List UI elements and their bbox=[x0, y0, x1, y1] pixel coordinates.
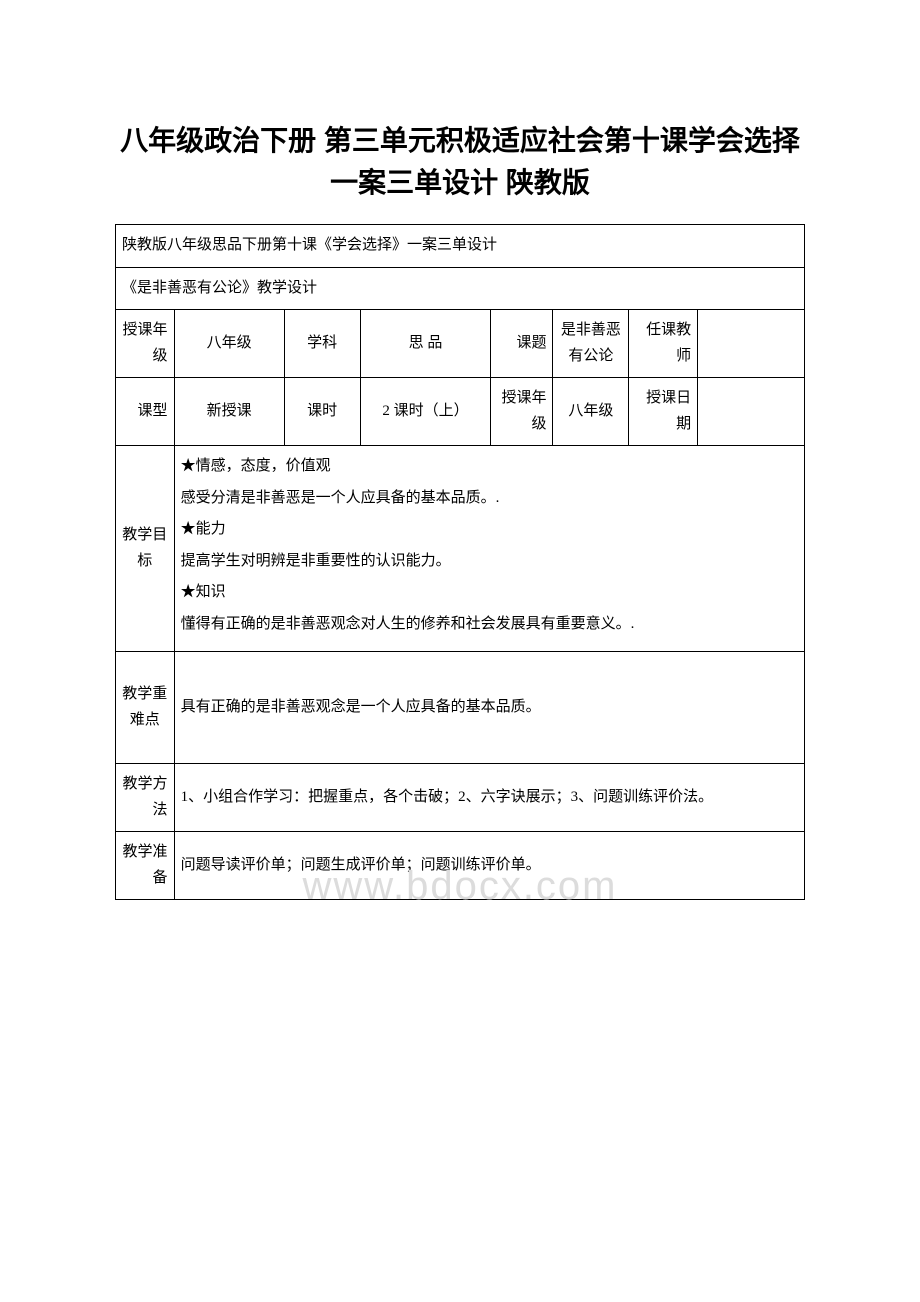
value-topic: 是非善恶有公论 bbox=[553, 310, 629, 378]
goals-content: ★情感，态度，价值观 感受分清是非善恶是一个人应具备的基本品质。. ★能力 提高… bbox=[174, 446, 804, 652]
label-date: 授课日期 bbox=[629, 378, 698, 446]
label-prep: 教学准备 bbox=[116, 832, 175, 900]
goals-p4: 提高学生对明辨是非重要性的认识能力。 bbox=[181, 549, 798, 575]
label-grade2: 授课年级 bbox=[491, 378, 553, 446]
info-row-1: 授课年级 八年级 学科 思 品 课题 是非善恶有公论 任课教师 bbox=[116, 310, 805, 378]
label-topic: 课题 bbox=[491, 310, 553, 378]
header-line1: 陕教版八年级思品下册第十课《学会选择》一案三单设计 bbox=[122, 237, 497, 253]
header-row-2: 《是非善恶有公论》教学设计 bbox=[116, 267, 805, 310]
table-wrapper: www.bdocx.com 陕教版八年级思品下册第十课《学会选择》一案三单设计 … bbox=[115, 224, 805, 900]
label-teacher: 任课教师 bbox=[629, 310, 698, 378]
value-grade: 八年级 bbox=[174, 310, 284, 378]
header-line2: 《是非善恶有公论》教学设计 bbox=[122, 280, 317, 296]
goals-p5: ★知识 bbox=[181, 580, 798, 606]
header-row-1: 陕教版八年级思品下册第十课《学会选择》一案三单设计 bbox=[116, 225, 805, 268]
info-row-2: 课型 新授课 课时 2 课时（上） 授课年级 八年级 授课日期 bbox=[116, 378, 805, 446]
page-title: 八年级政治下册 第三单元积极适应社会第十课学会选择一案三单设计 陕教版 bbox=[115, 120, 805, 204]
label-method: 教学方法 bbox=[116, 764, 175, 832]
value-teacher bbox=[698, 310, 805, 378]
label-grade: 授课年级 bbox=[116, 310, 175, 378]
method-row: 教学方法 1、小组合作学习：把握重点，各个击破；2、六字诀展示；3、问题训练评价… bbox=[116, 764, 805, 832]
value-period: 2 课时（上） bbox=[360, 378, 491, 446]
goals-p3: ★能力 bbox=[181, 517, 798, 543]
label-difficulty: 教学重难点 bbox=[116, 652, 175, 764]
value-date bbox=[698, 378, 805, 446]
difficulty-row: 教学重难点 具有正确的是非善恶观念是一个人应具备的基本品质。 bbox=[116, 652, 805, 764]
goals-p1: ★情感，态度，价值观 bbox=[181, 454, 798, 480]
goals-row: 教学目标 ★情感，态度，价值观 感受分清是非善恶是一个人应具备的基本品质。. ★… bbox=[116, 446, 805, 652]
prep-row: 教学准备 问题导读评价单；问题生成评价单；问题训练评价单。 bbox=[116, 832, 805, 900]
lesson-plan-table: 陕教版八年级思品下册第十课《学会选择》一案三单设计 《是非善恶有公论》教学设计 … bbox=[115, 224, 805, 900]
value-type: 新授课 bbox=[174, 378, 284, 446]
label-subject: 学科 bbox=[284, 310, 360, 378]
method-content: 1、小组合作学习：把握重点，各个击破；2、六字诀展示；3、问题训练评价法。 bbox=[174, 764, 804, 832]
label-period: 课时 bbox=[284, 378, 360, 446]
goals-p2: 感受分清是非善恶是一个人应具备的基本品质。. bbox=[181, 486, 798, 512]
value-subject: 思 品 bbox=[360, 310, 491, 378]
goals-p6: 懂得有正确的是非善恶观念对人生的修养和社会发展具有重要意义。. bbox=[181, 612, 798, 638]
value-grade2: 八年级 bbox=[553, 378, 629, 446]
label-goals: 教学目标 bbox=[116, 446, 175, 652]
label-type: 课型 bbox=[116, 378, 175, 446]
prep-content: 问题导读评价单；问题生成评价单；问题训练评价单。 bbox=[174, 832, 804, 900]
difficulty-content: 具有正确的是非善恶观念是一个人应具备的基本品质。 bbox=[174, 652, 804, 764]
